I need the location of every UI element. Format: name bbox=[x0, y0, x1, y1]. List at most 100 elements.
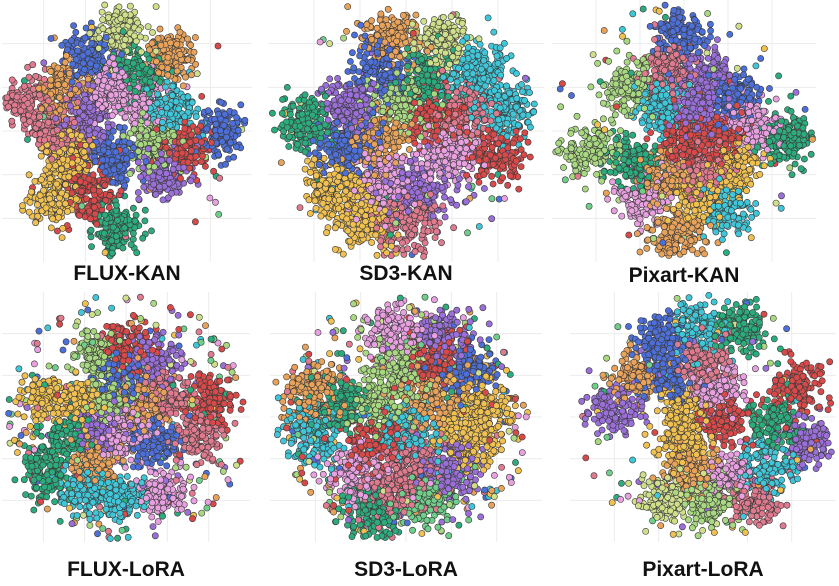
cluster-point bbox=[80, 103, 87, 111]
cluster-point bbox=[234, 126, 242, 134]
cluster-point bbox=[192, 60, 199, 68]
cluster-point bbox=[241, 116, 249, 124]
cluster-point bbox=[20, 116, 27, 124]
cluster-point bbox=[172, 98, 180, 106]
cluster-point bbox=[129, 204, 137, 212]
cluster-point bbox=[403, 45, 411, 52]
cluster-point bbox=[135, 26, 143, 34]
cluster-point bbox=[217, 99, 225, 106]
cluster-point bbox=[134, 147, 142, 155]
cluster-point bbox=[99, 57, 107, 65]
cluster-point bbox=[107, 91, 115, 99]
cluster-point bbox=[50, 135, 58, 143]
cluster-point bbox=[25, 208, 33, 216]
cluster-point bbox=[8, 117, 16, 125]
cluster-point bbox=[46, 105, 53, 113]
cluster-point bbox=[137, 48, 145, 56]
cluster-point bbox=[322, 82, 330, 89]
cluster-point bbox=[25, 171, 33, 179]
cluster-point bbox=[95, 44, 103, 52]
cluster-point bbox=[156, 78, 164, 86]
cluster-point bbox=[154, 90, 161, 98]
cluster-point bbox=[102, 34, 110, 41]
cluster-point bbox=[181, 113, 189, 120]
outlier-point bbox=[198, 93, 206, 100]
cluster-point bbox=[113, 201, 120, 209]
cluster-point bbox=[87, 60, 94, 68]
cluster-point bbox=[152, 191, 160, 198]
outlier-point bbox=[40, 59, 48, 67]
cluster-point bbox=[75, 164, 83, 172]
cluster-point bbox=[489, 180, 497, 188]
cluster-point bbox=[123, 155, 131, 163]
cluster-point bbox=[55, 200, 63, 208]
cluster-point bbox=[149, 172, 157, 180]
cluster-point bbox=[66, 70, 73, 77]
cluster-point bbox=[441, 213, 449, 221]
cluster-point bbox=[53, 126, 61, 134]
cluster-point bbox=[71, 175, 78, 183]
cluster-point bbox=[164, 71, 172, 79]
cluster-point bbox=[42, 127, 49, 135]
cluster-point bbox=[71, 119, 78, 126]
cluster-point bbox=[109, 223, 117, 231]
cluster-point bbox=[124, 58, 131, 66]
outlier-point bbox=[54, 227, 61, 235]
cluster-point bbox=[164, 65, 171, 72]
cluster-point bbox=[168, 189, 175, 197]
cluster-point bbox=[220, 122, 228, 129]
cluster-point bbox=[89, 142, 96, 150]
cluster-point bbox=[75, 212, 83, 219]
cluster-point bbox=[118, 68, 126, 76]
cluster-point bbox=[306, 210, 314, 217]
cluster-point bbox=[184, 35, 191, 43]
cluster-point bbox=[108, 112, 116, 119]
cluster-point bbox=[207, 139, 215, 146]
cluster-point bbox=[141, 206, 149, 214]
cluster-point bbox=[101, 181, 109, 189]
cluster-point bbox=[137, 141, 145, 149]
cluster-point bbox=[192, 152, 200, 160]
cluster-point bbox=[157, 42, 165, 49]
cluster-point bbox=[305, 196, 313, 204]
cluster-point bbox=[105, 204, 113, 211]
cluster-point bbox=[463, 34, 471, 41]
cluster-point bbox=[45, 97, 52, 105]
cluster-point bbox=[212, 120, 220, 128]
cluster-point bbox=[72, 195, 80, 203]
cluster-point bbox=[187, 147, 195, 155]
cluster-point bbox=[36, 91, 43, 99]
outlier-point bbox=[464, 229, 471, 237]
cluster-point bbox=[27, 188, 35, 196]
cluster-point bbox=[93, 220, 101, 228]
cluster-point bbox=[484, 14, 492, 22]
cluster-point bbox=[405, 146, 413, 153]
cluster-point bbox=[475, 178, 483, 186]
cluster-point bbox=[63, 52, 70, 59]
cluster-point bbox=[114, 103, 122, 110]
cluster-point bbox=[104, 123, 112, 131]
cluster-point bbox=[119, 132, 127, 140]
cluster-point bbox=[118, 51, 125, 58]
cluster-point bbox=[131, 120, 139, 127]
cluster-point bbox=[89, 171, 97, 179]
cluster-point bbox=[109, 54, 117, 62]
cluster-point bbox=[237, 101, 245, 109]
cluster-point bbox=[441, 193, 448, 201]
cluster-point bbox=[150, 145, 158, 153]
cluster-point bbox=[35, 120, 43, 128]
cluster-point bbox=[127, 241, 135, 248]
cluster-point bbox=[108, 156, 116, 164]
cluster-point bbox=[334, 75, 341, 82]
cluster-point bbox=[52, 115, 60, 122]
cluster-point bbox=[120, 42, 128, 49]
cluster-point bbox=[139, 164, 147, 172]
outlier-point bbox=[206, 194, 214, 202]
cluster-point bbox=[40, 76, 48, 83]
cluster-point bbox=[131, 88, 139, 95]
cluster-point bbox=[133, 249, 141, 257]
cluster-point bbox=[526, 89, 533, 96]
cluster-point bbox=[222, 160, 229, 168]
cluster-point bbox=[326, 75, 334, 83]
cluster-point bbox=[99, 156, 107, 164]
